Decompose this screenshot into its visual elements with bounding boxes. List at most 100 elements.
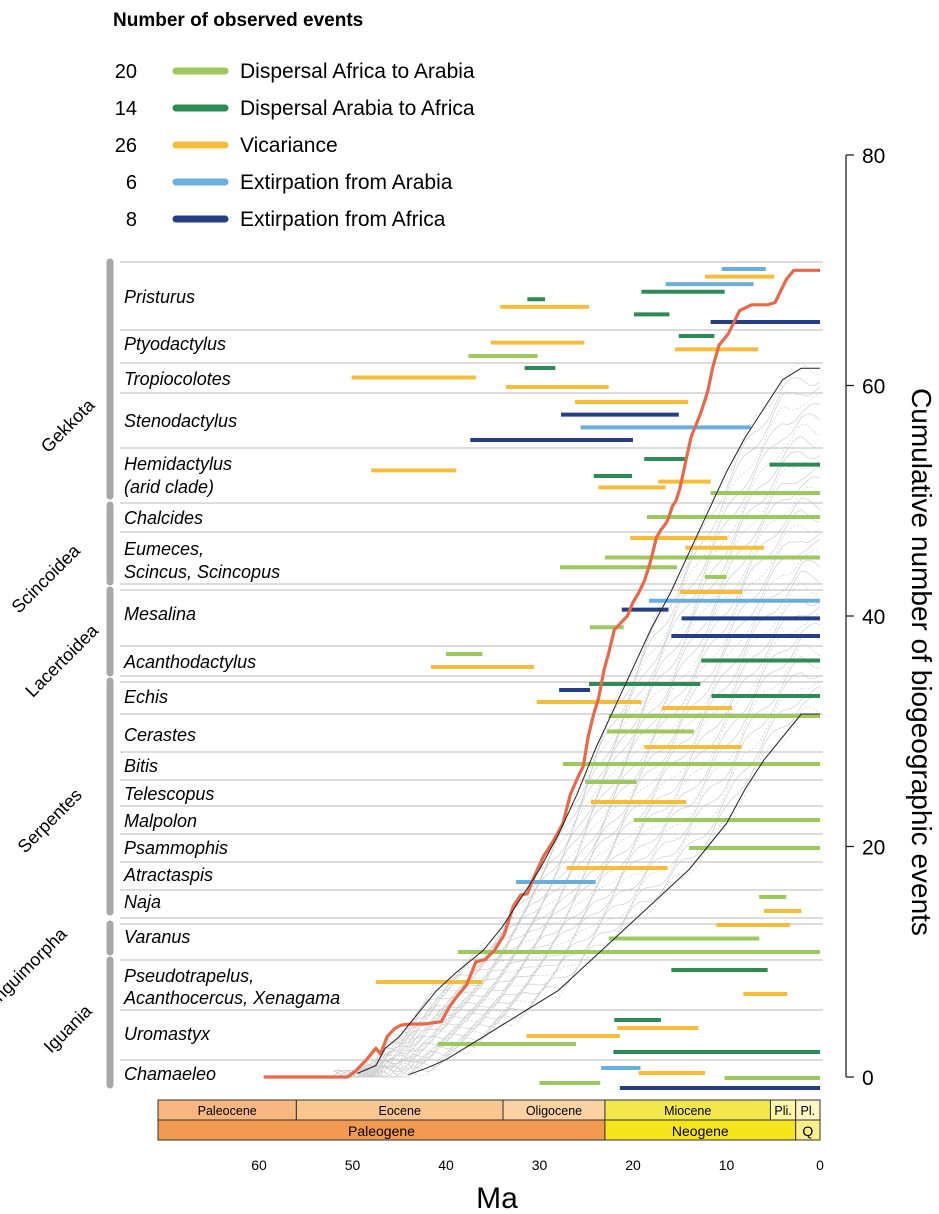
taxon-label: Chalcides [124, 508, 203, 528]
simulated-trajectory [333, 685, 821, 1078]
x-tick-label: 40 [438, 1157, 454, 1173]
simulated-trajectory [333, 532, 821, 1078]
epoch-label: Eocene [379, 1104, 421, 1118]
epoch-label: Oligocene [526, 1104, 582, 1118]
simulated-trajectory [333, 525, 821, 1078]
taxon-label: Uromastyx [124, 1024, 211, 1044]
simulated-trajectory [333, 497, 821, 1078]
taxon-label: Psammophis [124, 838, 228, 858]
y-tick-label: 60 [862, 376, 885, 399]
legend-count: 26 [115, 135, 137, 157]
simulated-trajectory [333, 465, 821, 1078]
legend-label: Dispersal Africa to Arabia [240, 60, 475, 83]
taxon-label: Varanus [124, 927, 190, 947]
simulated-trajectory [333, 598, 821, 1078]
legend-count: 8 [126, 209, 137, 231]
group-label: Serpentes [14, 785, 86, 857]
x-ticks: 60 50 40 30 20 10 0 [251, 1157, 824, 1173]
x-tick-label: 0 [816, 1157, 824, 1173]
legend-count: 14 [115, 98, 137, 120]
x-axis: 60 50 40 30 20 10 0 Ma [251, 1157, 824, 1214]
legend-label: Vicariance [240, 134, 338, 157]
taxon-label: Scincus, Scincopus [124, 562, 280, 582]
legend: Number of observed events 20 Dispersal Af… [113, 10, 475, 231]
cumulative-series [263, 268, 820, 1079]
taxon-label: Hemidactylus [124, 454, 232, 474]
taxon-label: Naja [124, 892, 161, 912]
simulated-trajectory [333, 582, 821, 1078]
x-axis-label: Ma [476, 1182, 518, 1214]
legend-label: Extirpation from Arabia [240, 171, 453, 194]
y-tick-label: 0 [862, 1067, 874, 1090]
taxon-label: Mesalina [124, 604, 196, 624]
legend-count: 20 [115, 61, 137, 83]
envelope-series-line [408, 713, 820, 1076]
x-tick-label: 10 [719, 1157, 735, 1173]
y-axis-label: Cumulative number of biogeographic event… [906, 388, 937, 936]
simulated-trajectory [333, 570, 821, 1078]
geologic-timescale: Paleocene Eocene Oligocene Miocene Pli. Pl. Pa… [157, 1099, 821, 1141]
x-tick-label: 50 [345, 1157, 361, 1173]
x-tick-label: 20 [625, 1157, 641, 1173]
observed-series-line [263, 268, 820, 1079]
group-label: Lacertoidea [21, 620, 102, 701]
epoch-label: Miocene [664, 1104, 711, 1118]
y-ticks: 0 20 40 60 80 [846, 145, 885, 1090]
y-tick-label: 40 [862, 606, 885, 629]
simulated-trajectory [333, 612, 821, 1078]
group-label: Scincoidea [8, 540, 85, 617]
simulated-trajectories [333, 362, 821, 1078]
event-bars [351, 267, 820, 1090]
y-tick-label: 80 [862, 145, 885, 168]
simulated-trajectory [333, 435, 821, 1078]
taxon-label: Atractaspis [123, 865, 213, 885]
simulated-trajectory [333, 643, 821, 1078]
y-axis: 0 20 40 60 80 Cumulative number of biogeogra… [845, 145, 937, 1090]
simulated-trajectory [333, 679, 821, 1078]
legend-count: 6 [126, 172, 137, 194]
simulated-trajectory [333, 451, 821, 1078]
simulated-trajectory [333, 606, 821, 1078]
taxon-label: Eumeces, [124, 539, 204, 559]
x-tick-label: 60 [251, 1157, 267, 1173]
taxon-label: Bitis [124, 756, 158, 776]
simulated-trajectory [333, 486, 821, 1078]
epoch-label: Pli. [774, 1104, 791, 1118]
period-label: Q [802, 1123, 813, 1139]
taxon-label: Stenodactylus [124, 411, 237, 431]
group-label: Iguania [40, 1000, 97, 1057]
period-label: Paleogene [348, 1123, 415, 1139]
legend-entries: 20 Dispersal Africa to Arabia 14 Dispersal … [115, 60, 475, 231]
period-label: Neogene [672, 1123, 729, 1139]
taxon-label: (arid clade) [124, 477, 214, 497]
taxon-label: Malpolon [124, 811, 197, 831]
simulated-trajectory [333, 696, 821, 1078]
taxon-labels: Pristurus Ptyodactylus Tropiocolotes Stenod… [123, 287, 340, 1084]
taxon-label: Acanthocercus, Xenagama [123, 988, 340, 1008]
taxon-label: Pseudotrapelus, [124, 966, 254, 986]
epoch-label: Pl. [801, 1104, 816, 1118]
period-box [795, 1119, 821, 1141]
legend-label: Extirpation from Africa [240, 208, 446, 231]
taxon-label: Cerastes [124, 725, 196, 745]
simulated-trajectory [333, 549, 821, 1078]
simulated-trajectory [333, 672, 821, 1078]
taxon-label: Acanthodactylus [123, 652, 256, 672]
taxon-label: Ptyodactylus [124, 334, 226, 354]
taxon-label: Pristurus [124, 287, 195, 307]
legend-label: Dispersal Arabia to Africa [240, 97, 475, 120]
taxon-label: Chamaeleo [124, 1064, 216, 1084]
taxon-label: Telescopus [124, 784, 214, 804]
envelope-series-line [357, 367, 820, 1074]
y-tick-label: 20 [862, 837, 885, 860]
simulated-trajectory [333, 392, 821, 1078]
taxon-label: Tropiocolotes [124, 369, 231, 389]
epoch-label: Paleocene [198, 1104, 257, 1118]
x-tick-label: 30 [532, 1157, 548, 1173]
group-label: Gekkota [37, 394, 99, 456]
simulated-trajectory [333, 423, 821, 1078]
simulated-trajectory [333, 377, 821, 1078]
taxon-label: Echis [124, 687, 168, 707]
